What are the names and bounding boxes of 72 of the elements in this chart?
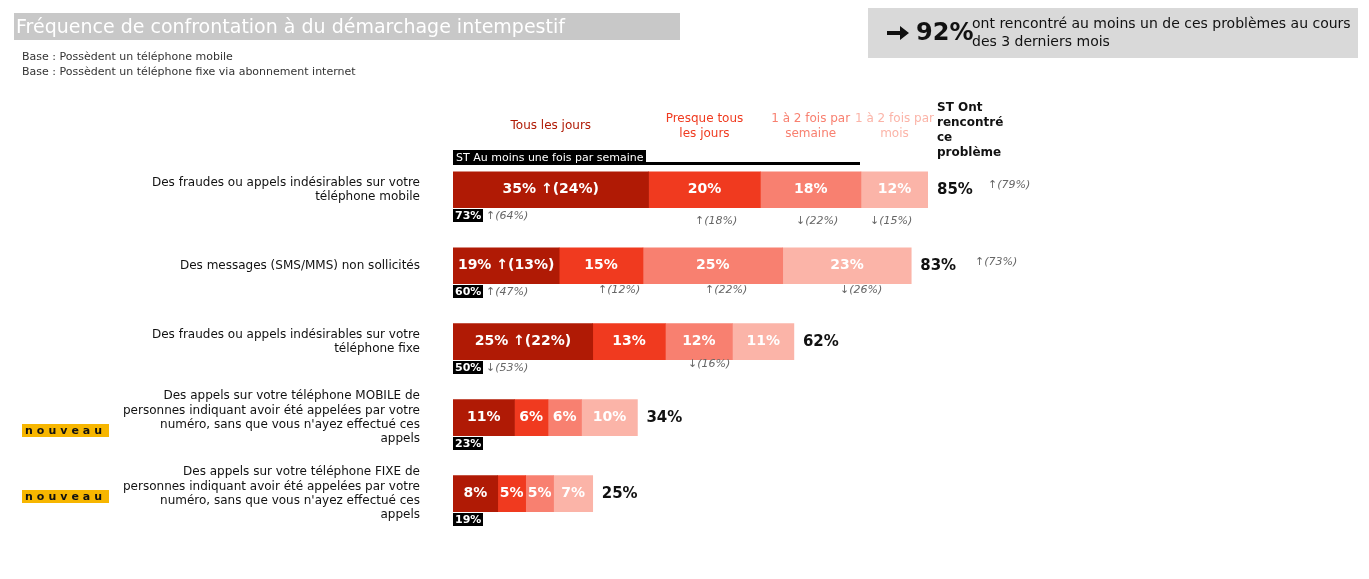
data-label: 35% ↑(24%) bbox=[502, 180, 600, 197]
text: 92% bbox=[916, 18, 974, 46]
data-label: 11% bbox=[746, 332, 780, 349]
annotation: ↓(22%) bbox=[796, 213, 839, 227]
data-label: 19% ↑(13%) bbox=[457, 256, 555, 273]
y-tick-label: Des fraudes ou appels indésirables sur votre téléphone fixe bbox=[151, 326, 420, 356]
bar bbox=[648, 171, 761, 209]
total-label: 83% bbox=[920, 255, 957, 274]
text: nouveau bbox=[22, 490, 110, 503]
text: Presque tous les jours bbox=[665, 111, 744, 141]
text: 1 à 2 fois par mois bbox=[855, 111, 935, 141]
annotation: ↓(53%) bbox=[486, 360, 529, 374]
annotation: 19% bbox=[453, 512, 484, 526]
annotation: ↑(12%) bbox=[598, 282, 641, 296]
text: ↑(79%) bbox=[988, 177, 1031, 191]
data-label: 25% ↑(22%) bbox=[474, 332, 572, 349]
bar bbox=[732, 323, 795, 361]
annotation: ↑(47%) bbox=[486, 284, 529, 298]
bar bbox=[453, 475, 499, 512]
text: ont rencontré au moins un de ces problèmes au cours des 3 derniers mois bbox=[972, 14, 1352, 50]
data-label: 6% bbox=[552, 408, 577, 425]
bar bbox=[860, 171, 928, 209]
annotation: ↓(16%) bbox=[688, 356, 731, 370]
text: Base : Possèdent un téléphone fixe via abonnement internet bbox=[22, 65, 356, 78]
annotation: ↑(64%) bbox=[486, 208, 529, 222]
bar bbox=[760, 171, 862, 209]
text: Base : Possèdent un téléphone mobile bbox=[22, 50, 233, 63]
data-label: 10% bbox=[592, 408, 627, 425]
y-tick-label: Des fraudes ou appels indésirables sur votre téléphone mobile bbox=[151, 174, 420, 204]
bar bbox=[665, 323, 733, 361]
data-label: 5% bbox=[527, 484, 552, 501]
total-label: 25% bbox=[601, 483, 638, 502]
y-tick-label: Des messages (SMS/MMS) non sollicités bbox=[179, 257, 420, 272]
text: ST Au moins une fois par semaine bbox=[453, 150, 647, 165]
data-label: 25% bbox=[696, 256, 730, 273]
data-label: 8% bbox=[463, 484, 488, 501]
bar bbox=[592, 323, 666, 361]
text: nouveau bbox=[22, 424, 110, 437]
y-tick-label: Des appels sur votre téléphone FIXE de personnes indiquant avoir été appelées par votre numéro, sans que vous n'ayez effectué ces appels bbox=[123, 464, 420, 522]
data-label: 15% bbox=[584, 256, 618, 273]
bar bbox=[453, 399, 515, 436]
data-label: 11% bbox=[466, 408, 501, 425]
data-label: 12% bbox=[877, 180, 912, 197]
data-label: 12% bbox=[682, 332, 716, 349]
data-label: 18% bbox=[793, 180, 828, 197]
data-label: 6% bbox=[519, 408, 544, 425]
total-label: 85% bbox=[937, 179, 973, 198]
annotation: ↑(18%) bbox=[695, 213, 738, 227]
data-label: 23% bbox=[830, 256, 864, 273]
annotation: 73% bbox=[453, 208, 484, 222]
total-label: 34% bbox=[646, 407, 683, 426]
annotation: 50% bbox=[453, 360, 484, 374]
text: 1 à 2 fois par semaine bbox=[771, 111, 851, 141]
bar bbox=[782, 247, 912, 285]
data-label: 7% bbox=[561, 484, 586, 501]
total-label: 62% bbox=[802, 331, 839, 350]
text: ST Ont rencontré ce problème bbox=[937, 100, 1004, 160]
bar bbox=[558, 247, 644, 285]
annotation: 23% bbox=[453, 436, 484, 450]
data-label: 5% bbox=[499, 484, 524, 501]
bar bbox=[642, 247, 784, 285]
data-label: 20% bbox=[687, 180, 722, 197]
y-tick-label: Des appels sur votre téléphone MOBILE de personnes indiquant avoir été appelées par votre numéro, sans que vous n'ayez effectué ces appels bbox=[123, 388, 420, 446]
text: Tous les jours bbox=[509, 118, 592, 133]
annotation: 60% bbox=[453, 284, 484, 298]
annotation: ↓(26%) bbox=[840, 282, 883, 296]
bar bbox=[453, 171, 649, 209]
annotation: ↓(15%) bbox=[870, 213, 913, 227]
data-label: 13% bbox=[612, 332, 646, 349]
text: ↑(73%) bbox=[975, 254, 1018, 268]
bar bbox=[453, 323, 594, 361]
annotation: ↑(22%) bbox=[705, 282, 748, 296]
